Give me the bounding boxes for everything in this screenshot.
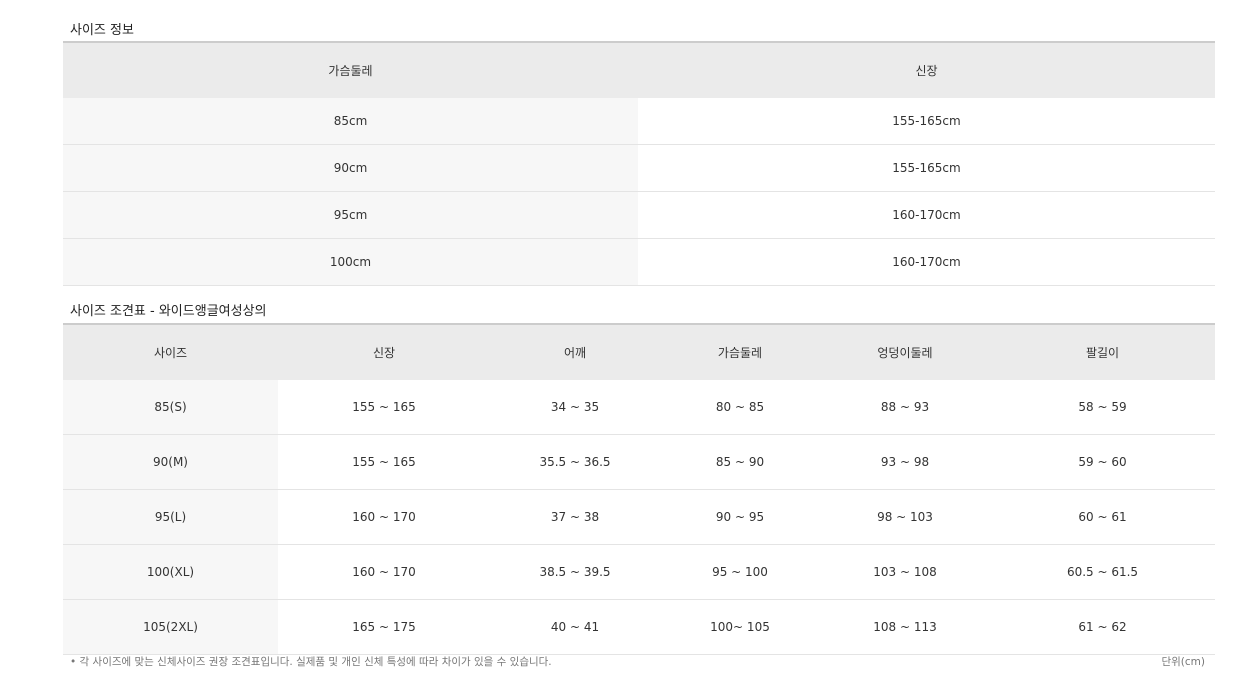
table-cell: 105(2XL) xyxy=(63,599,278,655)
table-cell: 155-165cm xyxy=(638,144,1215,192)
footer-note: • 각 사이즈에 맞는 신체사이즈 권장 조견표입니다. 실제품 및 개인 신체… xyxy=(70,656,552,668)
table-cell: 95 ~ 100 xyxy=(660,544,820,600)
size-info-title: 사이즈 정보 xyxy=(70,23,134,38)
table-row: 100(XL) 160 ~ 170 38.5 ~ 39.5 95 ~ 100 103 ~… xyxy=(63,544,1215,600)
table-cell: 100cm xyxy=(63,238,638,286)
table-cell: 88 ~ 93 xyxy=(820,380,990,435)
size-info-table: 가슴둘레 신장 85cm 155-165cm 90cm 155-165cm 95cm 160… xyxy=(63,41,1215,286)
table-row: 85cm 155-165cm xyxy=(63,98,1215,145)
table-cell: 90cm xyxy=(63,144,638,192)
column-header: 신장 xyxy=(278,323,490,380)
table-row: 85(S) 155 ~ 165 34 ~ 35 80 ~ 85 88 ~ 93 58 ~ … xyxy=(63,380,1215,435)
table-cell: 60 ~ 61 xyxy=(990,489,1215,545)
table-cell: 160-170cm xyxy=(638,238,1215,286)
table-cell: 37 ~ 38 xyxy=(490,489,660,545)
column-header: 어깨 xyxy=(490,323,660,380)
column-header: 가슴둘레 xyxy=(660,323,820,380)
table-cell: 60.5 ~ 61.5 xyxy=(990,544,1215,600)
table-cell: 35.5 ~ 36.5 xyxy=(490,434,660,490)
table-cell: 155 ~ 165 xyxy=(278,434,490,490)
unit-label: 단위(cm) xyxy=(1161,656,1205,668)
table-row: 90cm 155-165cm xyxy=(63,144,1215,192)
table-cell: 58 ~ 59 xyxy=(990,380,1215,435)
table-cell: 155 ~ 165 xyxy=(278,380,490,435)
table-cell: 90(M) xyxy=(63,434,278,490)
table-cell: 85 ~ 90 xyxy=(660,434,820,490)
table-cell: 59 ~ 60 xyxy=(990,434,1215,490)
size-chart-table: 사이즈 신장 어깨 가슴둘레 엉덩이둘레 팔길이 85(S) 155 ~ 165 34 ~ 3… xyxy=(63,323,1215,655)
table-cell: 165 ~ 175 xyxy=(278,599,490,655)
column-header: 신장 xyxy=(638,41,1215,98)
table-cell: 100(XL) xyxy=(63,544,278,600)
table-row: 100cm 160-170cm xyxy=(63,238,1215,286)
size-chart-title: 사이즈 조견표 - 와이드앵글여성상의 xyxy=(70,304,267,319)
table-cell: 108 ~ 113 xyxy=(820,599,990,655)
table-cell: 103 ~ 108 xyxy=(820,544,990,600)
table-cell: 40 ~ 41 xyxy=(490,599,660,655)
table-cell: 80 ~ 85 xyxy=(660,380,820,435)
column-header: 엉덩이둘레 xyxy=(820,323,990,380)
table-row: 95(L) 160 ~ 170 37 ~ 38 90 ~ 95 98 ~ 103 60 ~… xyxy=(63,489,1215,545)
table-cell: 38.5 ~ 39.5 xyxy=(490,544,660,600)
table-row: 90(M) 155 ~ 165 35.5 ~ 36.5 85 ~ 90 93 ~ 98 5… xyxy=(63,434,1215,490)
table-cell: 100~ 105 xyxy=(660,599,820,655)
table-cell: 160-170cm xyxy=(638,191,1215,239)
table-cell: 85(S) xyxy=(63,380,278,435)
table-cell: 93 ~ 98 xyxy=(820,434,990,490)
table-row: 105(2XL) 165 ~ 175 40 ~ 41 100~ 105 108 ~ 11… xyxy=(63,599,1215,655)
table-cell: 61 ~ 62 xyxy=(990,599,1215,655)
table-cell: 85cm xyxy=(63,98,638,145)
table-cell: 95(L) xyxy=(63,489,278,545)
table-cell: 160 ~ 170 xyxy=(278,544,490,600)
table-cell: 160 ~ 170 xyxy=(278,489,490,545)
column-header: 가슴둘레 xyxy=(63,41,638,98)
table-cell: 34 ~ 35 xyxy=(490,380,660,435)
table-cell: 155-165cm xyxy=(638,98,1215,145)
table-cell: 98 ~ 103 xyxy=(820,489,990,545)
table-cell: 95cm xyxy=(63,191,638,239)
table-cell: 90 ~ 95 xyxy=(660,489,820,545)
column-header: 사이즈 xyxy=(63,323,278,380)
table-row: 95cm 160-170cm xyxy=(63,191,1215,239)
column-header: 팔길이 xyxy=(990,323,1215,380)
